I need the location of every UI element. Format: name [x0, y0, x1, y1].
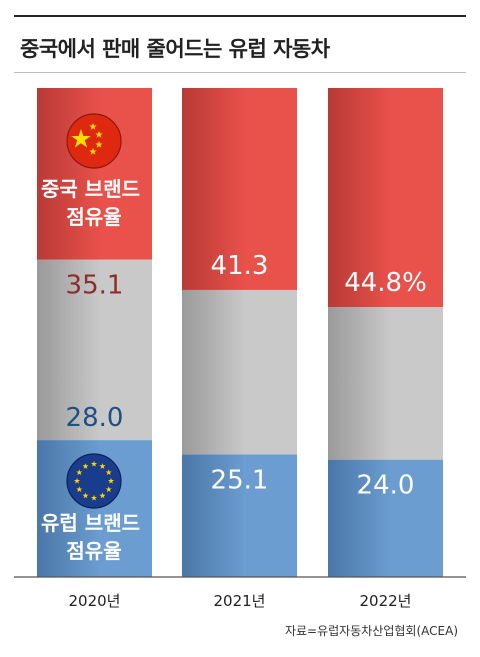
eu-star-5 [82, 492, 89, 499]
europe-value-label-3: 24.0 [357, 471, 415, 501]
eu-star-11 [99, 463, 106, 469]
x-tick-label-1: 2020년 [69, 592, 121, 610]
x-tick-label-2: 2021년 [214, 592, 266, 610]
eu-star-6 [76, 486, 83, 493]
china-value-label-2: 41.3 [211, 251, 269, 281]
eu-star-1 [107, 477, 115, 484]
eu-star-2 [105, 486, 112, 493]
chart-title: 중국에서 판매 줄어드는 유럽 자동차 [20, 37, 330, 61]
x-tick-label-3: 2022년 [360, 592, 412, 610]
europe-segment-2 [182, 454, 297, 577]
europe-share-annotation: 유럽 브랜드 점유율 [41, 511, 147, 563]
china-value-label-1: 35.1 [66, 271, 124, 301]
title-rule [14, 72, 466, 73]
other-segment-3 [328, 307, 443, 460]
europe-value-label-1: 28.0 [66, 403, 124, 433]
china-flag-icon [66, 113, 122, 169]
eu-star-12 [105, 469, 112, 476]
europe-value-label-2: 25.1 [211, 465, 269, 495]
other-segment-2 [182, 289, 297, 455]
other-segment-1 [37, 259, 152, 441]
eu-star-3 [99, 492, 106, 499]
eu-star-7 [73, 477, 81, 484]
eu-star-8 [76, 469, 83, 476]
china-segment-3 [328, 88, 443, 308]
source-note: 자료=유럽자동차산업협회(ACEA) [284, 624, 458, 638]
eu-star-4 [90, 494, 98, 501]
china-value-label-3: 44.8% [344, 268, 427, 298]
eu-star-10 [90, 460, 98, 467]
eu-flag-icon [66, 453, 122, 509]
china-segment-2 [182, 88, 297, 290]
eu-star-9 [82, 463, 89, 469]
china-share-annotation: 중국 브랜드 점유율 [41, 177, 147, 229]
top-rule [14, 15, 466, 17]
europe-segment-3 [328, 459, 443, 577]
